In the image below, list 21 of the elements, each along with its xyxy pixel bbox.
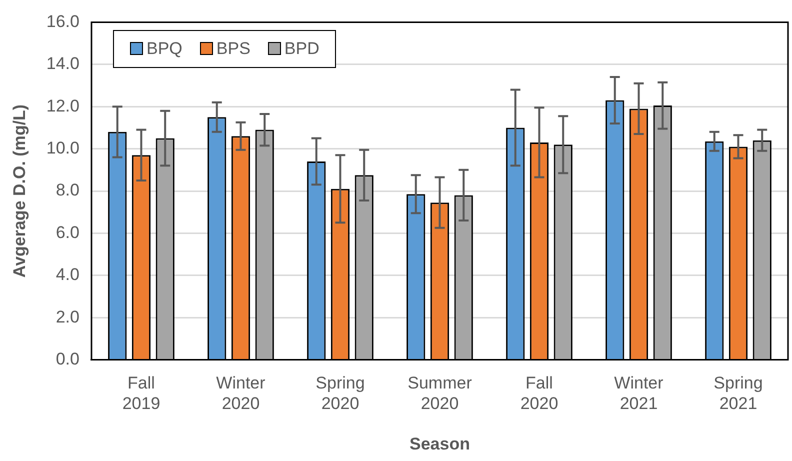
y-axis-title: Avgerage D.O. (mg/L) <box>10 104 29 278</box>
x-tick-label: Winter 2021 <box>614 374 664 414</box>
y-tick-label: 8.0 <box>56 180 80 200</box>
x-tick-label: Fall 2019 <box>122 374 160 414</box>
x-tick-label: Summer 2020 <box>408 374 472 414</box>
y-tick-label: 2.0 <box>56 307 80 326</box>
y-tick-label: 6.0 <box>56 222 80 242</box>
legend-label: BPQ <box>145 39 182 60</box>
x-tick-label: Winter 2020 <box>216 374 266 414</box>
y-tick-label: 0.0 <box>56 349 80 368</box>
y-tick-label: 4.0 <box>56 265 80 284</box>
x-tick-label: Spring 2020 <box>316 374 365 414</box>
legend-label: BPS <box>215 39 250 60</box>
x-axis-title: Season <box>410 434 470 454</box>
y-tick-label: 16.0 <box>46 12 80 31</box>
y-tick-label: 10.0 <box>46 138 80 158</box>
y-tick-label: 14.0 <box>46 54 80 74</box>
y-tick-label: 12.0 <box>46 96 80 116</box>
legend-label: BPD <box>283 39 320 60</box>
x-tick-label: Spring 2021 <box>714 374 763 414</box>
x-tick-label: Fall 2020 <box>520 374 558 414</box>
